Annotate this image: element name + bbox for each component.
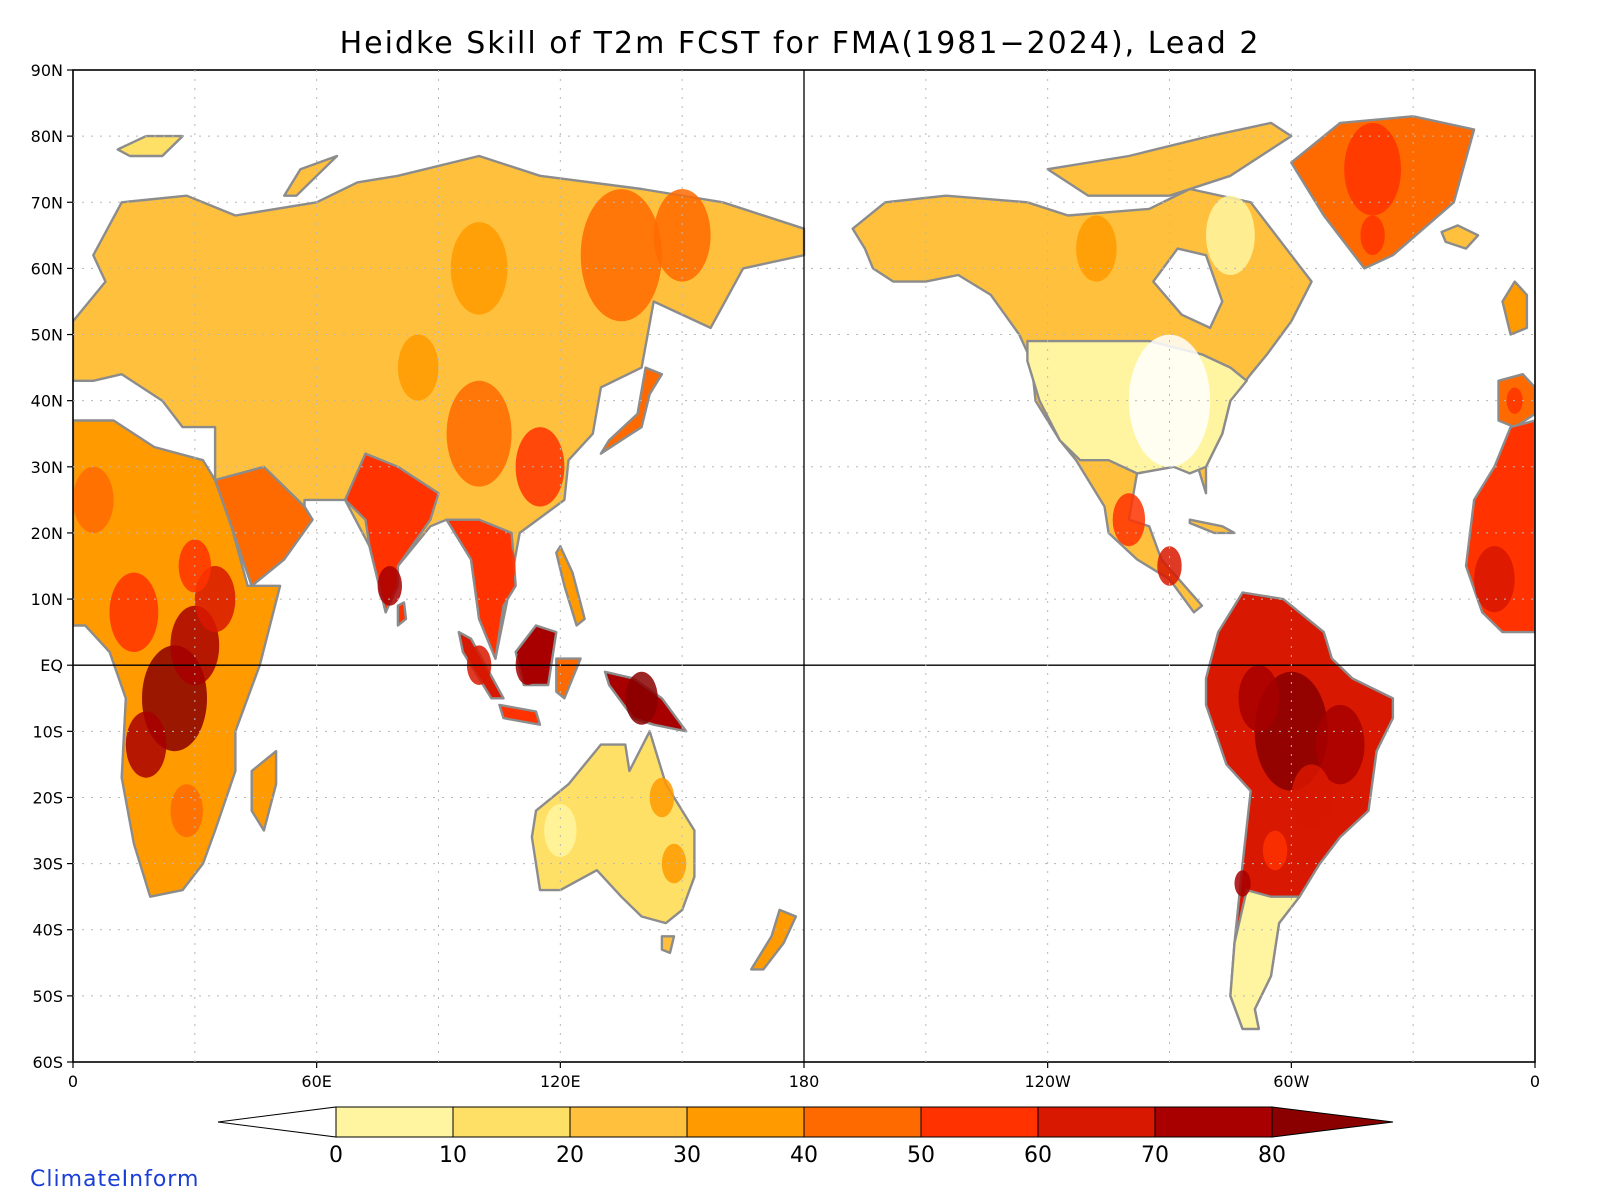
colorbar-box [803, 1106, 922, 1138]
lat-tick-label: 50S [32, 987, 63, 1006]
land-java [498, 703, 542, 726]
lat-tick-label: 50N [31, 326, 63, 345]
land-australia [530, 730, 696, 925]
skill-patch [625, 671, 658, 725]
skill-patch [1059, 354, 1117, 448]
land-philippines [555, 545, 586, 627]
skill-patch [1291, 764, 1332, 831]
skill-patch [1076, 215, 1117, 282]
land-hudson-bay [1152, 247, 1224, 330]
colorbar-box [686, 1106, 805, 1138]
colorbar-low-triangle [217, 1106, 337, 1138]
lat-tick-label: 20S [32, 788, 63, 807]
colorbar-tick-label: 20 [556, 1143, 584, 1168]
lat-tick-label: 40S [32, 921, 63, 940]
lat-tick-label: 90N [31, 61, 63, 80]
land-madagascar [250, 750, 278, 832]
lat-tick-label: 10S [32, 722, 63, 741]
colorbar-tick-label: 80 [1258, 1143, 1286, 1168]
colorbar-tick-label: 10 [439, 1143, 467, 1168]
skill-patch [544, 804, 577, 857]
lon-tick-label: 120E [540, 1072, 581, 1091]
skill-patch [661, 843, 687, 884]
land-uk [1501, 280, 1529, 336]
colorbar-box [569, 1106, 688, 1138]
lat-tick-label: 40N [31, 392, 63, 411]
skill-patch [1238, 665, 1280, 732]
land-india [343, 452, 440, 614]
lon-tick-label: 60E [301, 1072, 331, 1091]
colorbar-tick-label: 70 [1141, 1143, 1169, 1168]
skill-patch [397, 334, 439, 401]
skill-patch [73, 466, 114, 533]
land-svalbard [116, 134, 184, 158]
lon-tick-label: 120W [1024, 1072, 1071, 1091]
colorbar-high-triangle [1271, 1106, 1394, 1138]
lat-tick-label: 60S [32, 1053, 63, 1072]
land-novaya-zemlya [283, 154, 339, 197]
lon-tick-label: 0 [1530, 1072, 1540, 1091]
skill-patch [446, 380, 512, 487]
skill-patch [125, 711, 167, 778]
skill-patch [483, 539, 516, 593]
skill-patch [515, 427, 565, 507]
skill-patch [653, 189, 711, 282]
skill-patch [1112, 493, 1146, 547]
skill-patch [1315, 704, 1365, 785]
colorbar-box [1037, 1106, 1156, 1138]
land-southern-south-america [1229, 888, 1301, 1031]
lat-tick-label: 70N [31, 193, 63, 212]
land-new-zealand [750, 908, 798, 971]
skill-patch [377, 566, 402, 606]
skill-patch [1262, 830, 1288, 871]
skill-patch [1344, 122, 1401, 216]
land-japan [599, 366, 664, 455]
colorbar-box [452, 1106, 571, 1138]
colorbar-tick-label: 0 [329, 1143, 343, 1168]
lon-tick-label: 60W [1273, 1072, 1309, 1091]
colorbar-tick-label: 40 [790, 1143, 818, 1168]
land-canadian-arctic [1046, 121, 1293, 197]
colorbar-tick-label: 50 [907, 1143, 935, 1168]
land-tasmania [660, 935, 676, 955]
colorbar-box [1154, 1106, 1273, 1138]
lat-tick-label: 30S [32, 855, 63, 874]
skill-patch [109, 572, 159, 652]
land-sulawesi [555, 657, 582, 700]
land-cuba [1188, 518, 1236, 535]
lon-tick-label: 180 [789, 1072, 820, 1091]
skill-patch [292, 241, 342, 322]
skill-patch [1234, 870, 1251, 897]
lat-tick-label: 10N [31, 590, 63, 609]
colorbar-tick-label: 30 [673, 1143, 701, 1168]
skill-patch [649, 777, 675, 818]
land-sri-lanka [396, 601, 408, 627]
skill-patch [1474, 546, 1515, 613]
lat-tick-label: 30N [31, 458, 63, 477]
lat-tick-label: EQ [40, 656, 63, 675]
lat-tick-label: 60N [31, 259, 63, 278]
lat-tick-label: 80N [31, 127, 63, 146]
skill-patch [580, 189, 662, 322]
colorbar-box [335, 1106, 454, 1138]
credit-label: ClimateInform [30, 1167, 200, 1192]
colorbar-box [920, 1106, 1039, 1138]
colorbar-tick-label: 60 [1024, 1143, 1052, 1168]
map-title: Heidke Skill of T2m FCST for FMA(1981−20… [339, 26, 1261, 61]
skill-patch [170, 784, 203, 838]
lat-tick-label: 20N [31, 524, 63, 543]
skill-patch [1128, 334, 1211, 467]
skill-patch [1360, 215, 1385, 256]
skill-patch [1206, 195, 1255, 275]
land-arabia [213, 465, 314, 587]
land-iceland [1440, 224, 1480, 250]
lon-tick-label: 0 [68, 1072, 78, 1091]
